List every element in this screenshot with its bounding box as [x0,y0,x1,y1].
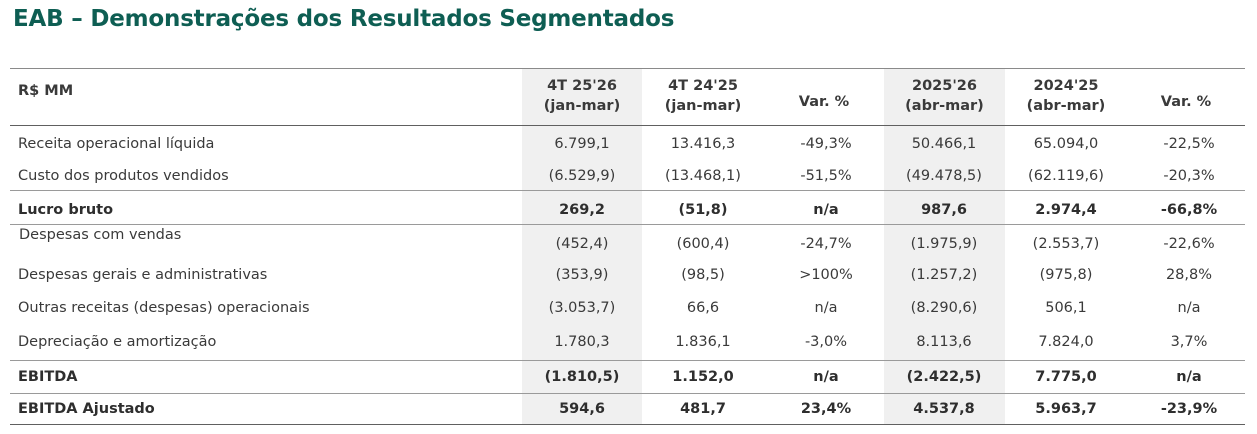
cell-value: n/a [813,369,839,385]
cell-value: 6.799,1 [554,136,610,152]
cell-value: (1.975,9) [910,236,978,252]
row-label: Despesas com vendas [19,227,182,243]
cell-value: (98,5) [681,267,725,283]
table-row: Despesas com vendas (452,4) (600,4) -24,7% (… [0,223,1257,253]
column-header-year-previous: 2024'25 (abr-mar) [1026,78,1106,114]
cell-value: 2.974,4 [1035,202,1097,218]
cell-value: n/a [813,202,839,218]
separator-before-adjusted-ebitda [10,393,1245,394]
row-label: Custo dos produtos vendidos [18,168,229,184]
cell-value: -3,0% [804,334,848,350]
cell-value: (452,4) [555,236,609,252]
cell-value: (51,8) [678,202,728,218]
cell-value: 28,8% [1165,267,1213,283]
cell-value: -49,3% [800,136,852,152]
cell-value: (1.257,2) [910,267,978,283]
cell-value: (975,8) [1039,267,1093,283]
cell-value: (13.468,1) [665,168,741,184]
table-row: Custo dos produtos vendidos (6.529,9) (13.… [0,161,1257,191]
table-row: Despesas gerais e administrativas (353,9)… [0,260,1257,290]
table-row: EBITDA Ajustado 594,6 481,7 23,4% 4.537,8 5.9… [0,394,1257,424]
table-row: Depreciação e amortização 1.780,3 1.836,1 -… [0,327,1257,357]
cell-value: 1.780,3 [554,334,610,350]
row-label: Depreciação e amortização [18,334,217,350]
cell-value: -51,5% [800,168,852,184]
cell-value: (62.119,6) [1028,168,1104,184]
cell-value: -20,3% [1163,168,1215,184]
cell-value: 1.836,1 [675,334,731,350]
cell-value: (1.810,5) [544,369,620,385]
row-label: EBITDA Ajustado [18,401,155,417]
cell-value: 269,2 [559,202,605,218]
table-row: Lucro bruto 269,2 (51,8) n/a 987,6 2.974,4 -66… [0,195,1257,225]
cell-value: 481,7 [680,401,726,417]
separator-before-ebitda [10,360,1245,361]
row-label: EBITDA [18,369,78,385]
unit-label: R$ MM [18,83,74,99]
cell-value: -66,8% [1160,202,1218,218]
cell-value: -23,9% [1160,401,1218,417]
cell-value: n/a [1176,369,1202,385]
row-label: Despesas gerais e administrativas [18,267,268,283]
cell-value: -22,5% [1163,136,1215,152]
cell-value: 23,4% [800,401,852,417]
separator-before-gross-profit [10,224,1245,225]
column-header-quarter-current: 4T 25'26 (jan-mar) [543,78,621,114]
shaded-column-quarter-current [522,69,642,424]
row-label: Outras receitas (despesas) operacionais [18,300,310,316]
table-bottom-border [10,424,1245,425]
shaded-column-year-current [884,69,1005,424]
cell-value: (6.529,9) [548,168,616,184]
cell-value: (8.290,6) [910,300,978,316]
cell-value: 1.152,0 [672,369,734,385]
cell-value: n/a [814,300,838,316]
cell-value: 8.113,6 [916,334,972,350]
cell-value: (2.422,5) [906,369,982,385]
cell-value: >100% [799,267,853,283]
cell-value: (49.478,5) [906,168,982,184]
cell-value: 4.537,8 [913,401,975,417]
cell-value: 66,6 [686,300,720,316]
cell-value: 987,6 [921,202,967,218]
header-bottom-border [10,125,1245,126]
cell-value: 594,6 [559,401,605,417]
cell-value: (353,9) [555,267,609,283]
cell-value: 65.094,0 [1033,136,1099,152]
cell-value: (2.553,7) [1032,236,1100,252]
separator-after-gross-profit [10,190,1245,191]
cell-value: 506,1 [1045,300,1087,316]
cell-value: n/a [1177,300,1201,316]
column-header-quarter-previous: 4T 24'25 (jan-mar) [664,78,742,114]
table-top-border [10,68,1245,69]
row-label: Receita operacional líquida [18,136,215,152]
column-header-year-current: 2025'26 (abr-mar) [905,78,984,114]
row-label: Lucro bruto [18,202,114,218]
table-row: Outras receitas (despesas) operacionais (… [0,293,1257,323]
cell-value: 13.416,3 [670,136,736,152]
cell-value: 5.963,7 [1035,401,1097,417]
table-row: Receita operacional líquida 6.799,1 13.416… [0,129,1257,159]
column-header-quarter-variation: Var. % [798,94,850,110]
page-title: EAB – Demonstrações dos Resultados Segme… [13,6,675,32]
column-header-year-variation: Var. % [1160,94,1212,110]
cell-value: 50.466,1 [911,136,977,152]
cell-value: 7.824,0 [1038,334,1094,350]
table-row: EBITDA (1.810,5) 1.152,0 n/a (2.422,5) 7.775,… [0,362,1257,392]
cell-value: -22,6% [1163,236,1215,252]
cell-value: 7.775,0 [1035,369,1097,385]
cell-value: -24,7% [800,236,852,252]
cell-value: (3.053,7) [548,300,616,316]
cell-value: 3,7% [1170,334,1208,350]
cell-value: (600,4) [676,236,730,252]
